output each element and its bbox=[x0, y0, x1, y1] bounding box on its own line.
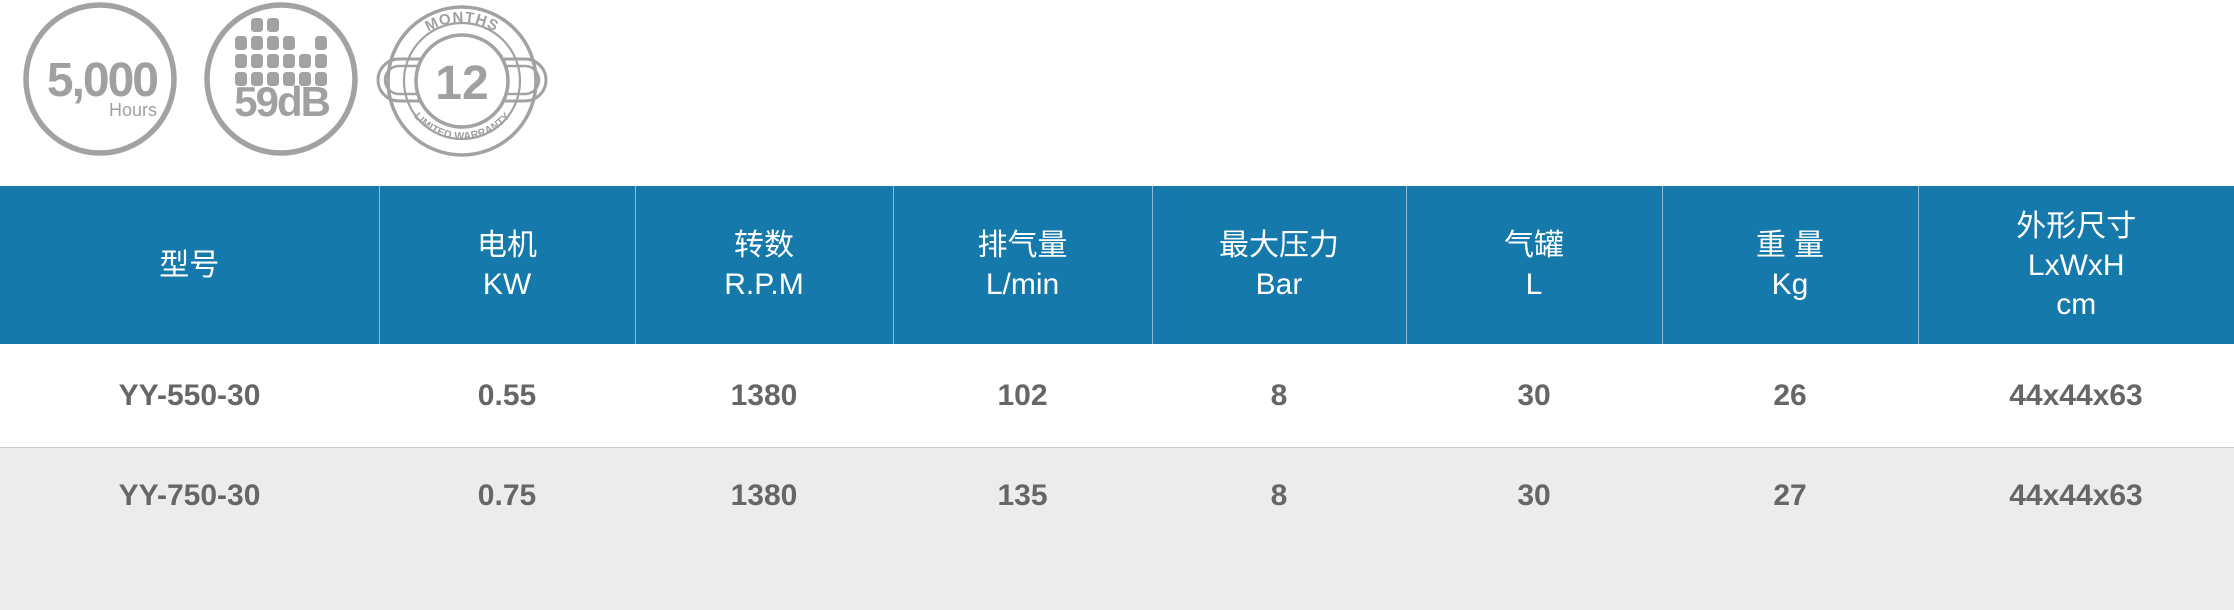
svg-text:Hours: Hours bbox=[109, 100, 157, 120]
svg-text:59dB: 59dB bbox=[234, 78, 329, 125]
svg-text:12: 12 bbox=[435, 57, 488, 110]
